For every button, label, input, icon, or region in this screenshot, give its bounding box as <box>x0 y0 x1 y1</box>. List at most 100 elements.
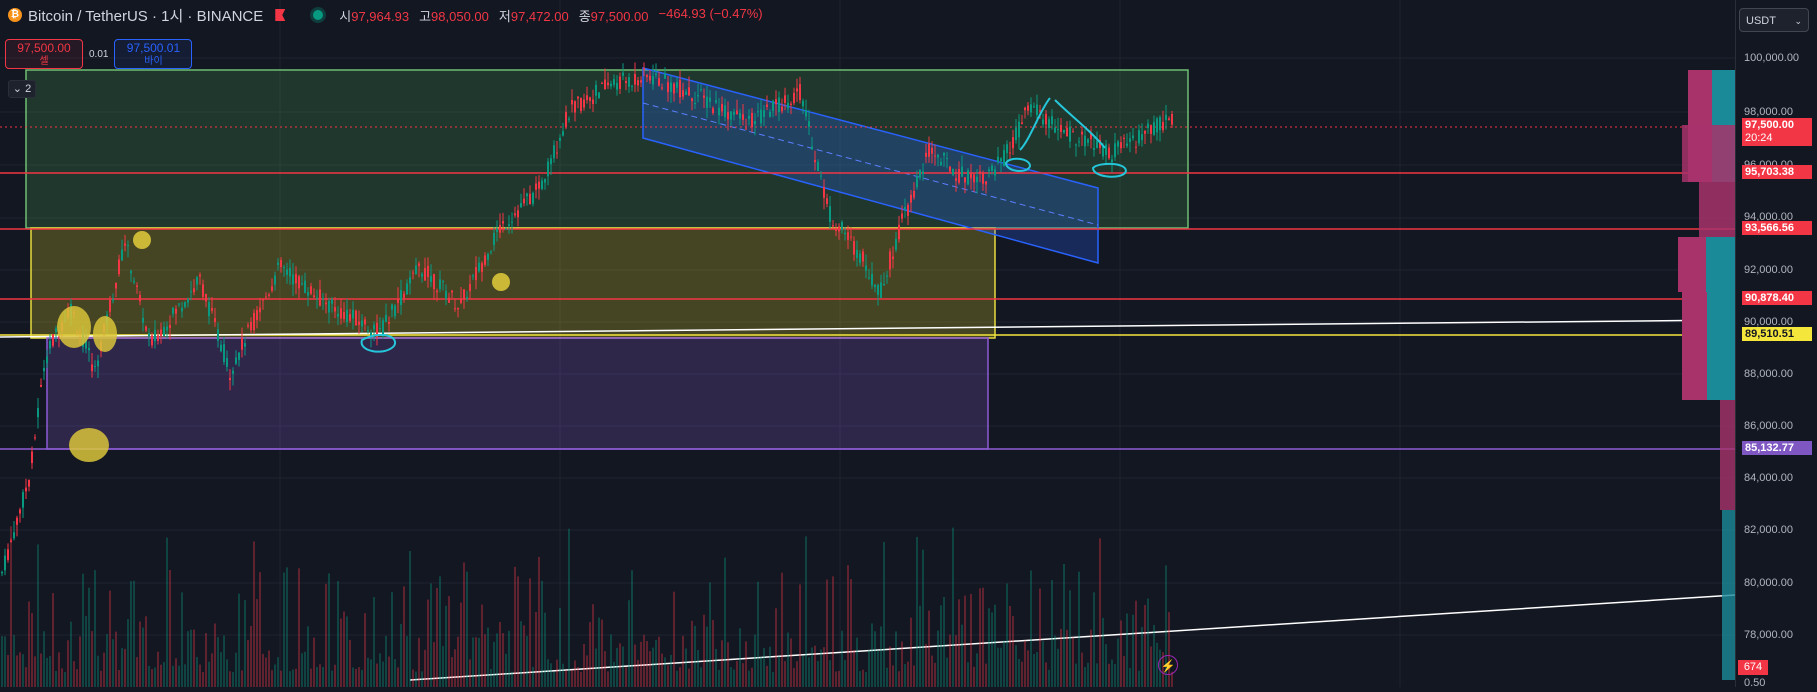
candle-body <box>163 327 165 336</box>
candle-body <box>670 82 672 93</box>
volume-bar <box>961 624 963 687</box>
volume-bar <box>640 641 642 687</box>
candle-body <box>1141 133 1143 141</box>
symbol-title[interactable]: Bitcoin / TetherUS · 1시 · BINANCE <box>28 7 264 25</box>
candle-body <box>112 299 114 301</box>
volume-bar <box>475 637 477 687</box>
volume-bar <box>1057 648 1059 687</box>
candle-body <box>1099 139 1101 148</box>
volume-bar <box>406 636 408 687</box>
candle-body <box>475 267 477 281</box>
buy-button[interactable]: 97,500.01 바이 <box>114 39 193 69</box>
volume-bar <box>505 653 507 687</box>
volume-bar <box>142 627 144 687</box>
volume-bar <box>859 671 861 687</box>
candle-body <box>1075 144 1077 146</box>
candle-body <box>1147 123 1149 128</box>
candle-body <box>1081 131 1083 135</box>
volume-bar <box>310 668 312 687</box>
candle-body <box>796 88 798 92</box>
volume-bar <box>202 671 204 687</box>
candle-body <box>274 275 276 285</box>
candle-body <box>1123 137 1125 139</box>
high-value: 98,050.00 <box>431 8 489 24</box>
candle-body <box>1132 135 1134 139</box>
volume-bar <box>16 655 18 687</box>
volume-bar <box>361 669 363 687</box>
candle-body <box>304 280 306 294</box>
candle-body <box>229 377 231 381</box>
volume-bar <box>865 671 867 687</box>
volume-bar <box>391 592 393 687</box>
volume-bar <box>277 657 279 687</box>
candle-body <box>601 82 603 84</box>
flag-icon[interactable] <box>275 9 286 21</box>
candle-body <box>271 286 273 291</box>
descending-channel <box>642 67 1099 264</box>
candle-body <box>211 307 213 311</box>
candle-body <box>541 180 543 189</box>
volume-bar <box>1060 628 1062 687</box>
lightning-icon[interactable]: ⚡ <box>1158 655 1178 675</box>
candle-body <box>562 131 564 136</box>
candle-body <box>997 156 999 163</box>
candle-body <box>439 279 441 290</box>
candle-body <box>373 324 375 330</box>
volume-bar <box>448 596 450 687</box>
candle-body <box>466 296 468 299</box>
market-status-icon <box>313 10 324 20</box>
sell-button[interactable]: 97,500.00 셀 <box>5 39 83 69</box>
candle-body <box>907 204 909 216</box>
candle-body <box>469 284 471 292</box>
candle-body <box>646 75 648 77</box>
candle-body <box>1030 104 1032 113</box>
volume-bar <box>304 651 306 687</box>
candle-body <box>991 165 993 171</box>
candle-body <box>460 298 462 303</box>
candle-body <box>169 325 171 329</box>
candle-body <box>760 109 762 124</box>
candle-body <box>868 277 870 279</box>
chart-canvas[interactable]: ₿ Bitcoin / TetherUS · 1시 · BINANCE 시97,… <box>0 0 1736 687</box>
volume-bar <box>1051 580 1053 687</box>
candle-body <box>1171 113 1173 125</box>
candle-body <box>28 479 30 487</box>
candle-body <box>967 170 969 185</box>
candle-body <box>298 276 300 289</box>
candle-body <box>697 94 699 97</box>
volume-bar <box>514 566 516 687</box>
candle-body <box>664 73 666 79</box>
indicators-toggle-button[interactable]: ⌄ 2 <box>8 80 36 98</box>
candle-body <box>157 335 159 341</box>
candle-body <box>1090 133 1092 140</box>
candle-body <box>586 95 588 101</box>
candle-countdown: 20:24 <box>1745 132 1773 144</box>
chevron-down-icon: ⌄ <box>1794 16 1802 26</box>
candle-body <box>940 161 942 166</box>
volume-bar <box>115 631 117 687</box>
volume-bar <box>847 565 849 687</box>
tick-label: 78,000.00 <box>1744 629 1793 641</box>
volume-bar <box>871 623 873 687</box>
volume-bar <box>931 655 933 687</box>
candle-body <box>307 292 309 296</box>
price-axis[interactable]: 100,000.00 98,000.00 96,000.00 94,000.00… <box>1735 0 1817 689</box>
volume-bar <box>13 635 15 687</box>
candle-body <box>238 352 240 360</box>
currency-select[interactable]: USDT ⌄ <box>1739 8 1809 32</box>
volume-bar <box>163 662 165 687</box>
candle-body <box>598 92 600 99</box>
price-chart[interactable] <box>0 0 1736 687</box>
candle-body <box>559 137 561 141</box>
candle-body <box>130 271 132 274</box>
volume-bar <box>37 544 39 687</box>
candle-body <box>1015 127 1017 141</box>
candle-body <box>1117 141 1119 147</box>
volume-bar <box>64 671 66 687</box>
volume-bar <box>721 640 723 687</box>
candle-body <box>1108 147 1110 159</box>
volume-bar <box>832 576 834 687</box>
volume-bar <box>271 670 273 687</box>
candle-body <box>91 364 93 372</box>
volume-bar <box>220 652 222 687</box>
